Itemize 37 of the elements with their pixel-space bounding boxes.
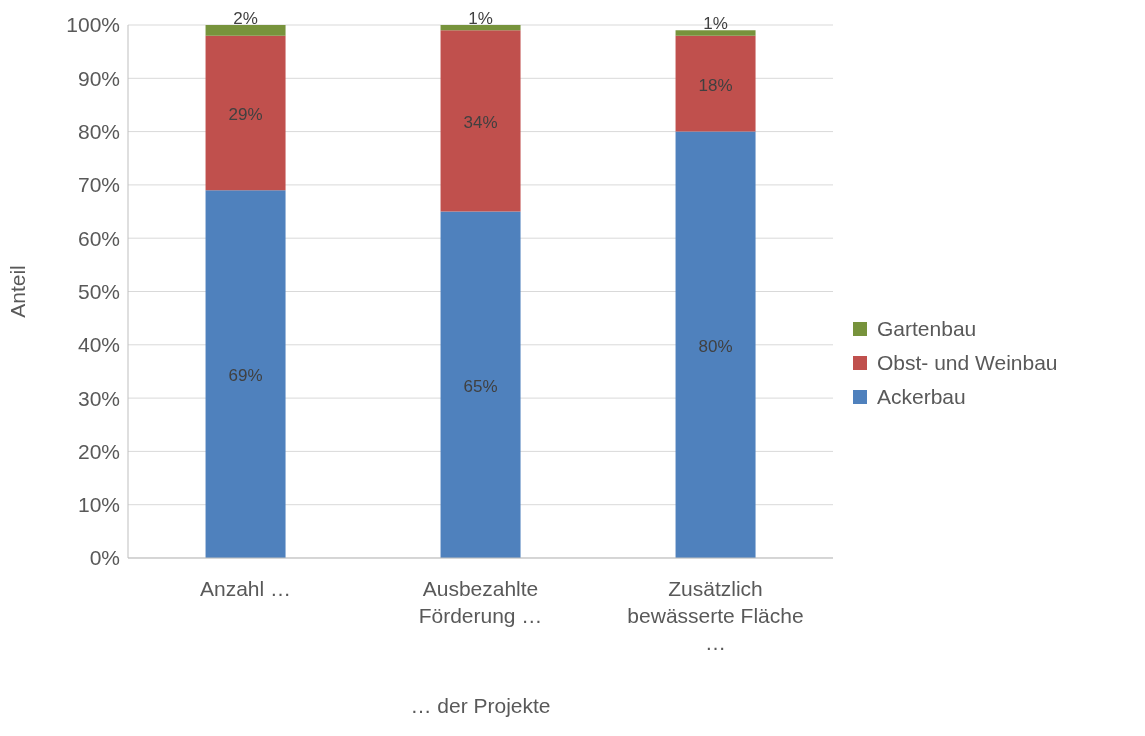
y-tick-label: 90% (77, 66, 120, 90)
x-tick-label: Ausbezahlte Förderung … (418, 577, 543, 627)
x-tick-label: Anzahl … (199, 577, 292, 600)
bar (675, 35, 756, 132)
y-tick-label: 30% (77, 386, 120, 410)
data-label: 2% (233, 9, 258, 28)
y-tick-label: 0% (89, 546, 120, 570)
y-tick-label: 100% (66, 13, 120, 37)
data-label: 34% (463, 112, 498, 132)
y-tick-label: 10% (77, 493, 120, 517)
bar (440, 211, 521, 558)
bar (440, 30, 521, 212)
legend-label: Gartenbau (877, 317, 977, 341)
legend-label: Obst- und Weinbau (877, 351, 1058, 375)
y-axis-title: Anteil (6, 265, 30, 318)
y-tick-label: 20% (77, 439, 120, 463)
x-tick-label: Zusätzlich bewässerte Fläche … (627, 577, 804, 654)
data-label: 1% (703, 14, 728, 34)
y-tick-label: 60% (77, 226, 120, 250)
bar (675, 131, 756, 558)
x-axis-title: … der Projekte (410, 694, 551, 717)
data-label: 29% (228, 104, 263, 124)
data-label: 80% (698, 336, 733, 356)
y-tick-label: 50% (77, 279, 120, 303)
data-label: 1% (468, 9, 493, 28)
legend-label: Ackerbau (877, 385, 966, 409)
data-label: 18% (698, 75, 733, 95)
bar (205, 35, 286, 191)
bar (205, 25, 286, 36)
bar (440, 25, 521, 31)
data-label: 65% (463, 376, 498, 396)
bar (675, 30, 756, 36)
bar (205, 190, 286, 558)
y-tick-label: 80% (77, 120, 120, 144)
y-tick-label: 70% (77, 173, 120, 197)
data-label: 69% (228, 366, 263, 386)
y-tick-label: 40% (77, 333, 120, 357)
